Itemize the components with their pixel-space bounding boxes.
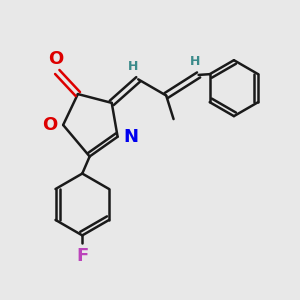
Text: F: F: [76, 247, 88, 265]
Text: O: O: [43, 116, 58, 134]
Text: H: H: [190, 56, 200, 68]
Text: H: H: [128, 60, 138, 73]
Text: N: N: [123, 128, 138, 146]
Text: O: O: [48, 50, 63, 68]
